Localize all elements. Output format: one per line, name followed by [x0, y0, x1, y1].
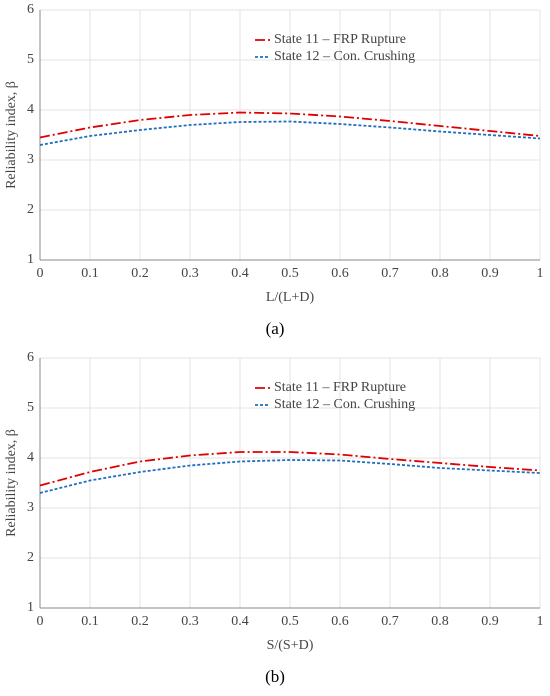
y-tick-label: 2	[27, 550, 34, 565]
legend-label: State 11 – FRP Rupture	[274, 32, 406, 47]
x-tick-label: 0.6	[331, 266, 349, 281]
x-tick-label: 1	[537, 614, 544, 629]
caption: (a)	[266, 319, 285, 338]
y-tick-label: 4	[27, 102, 34, 117]
y-tick-label: 1	[27, 252, 34, 267]
x-tick-label: 0.5	[281, 266, 299, 281]
x-tick-label: 0.2	[131, 266, 149, 281]
y-tick-label: 4	[27, 450, 34, 465]
x-tick-label: 0.7	[381, 266, 399, 281]
x-tick-label: 0.1	[81, 266, 99, 281]
x-tick-label: 0.3	[181, 614, 199, 629]
x-tick-label: 0.3	[181, 266, 199, 281]
x-tick-label: 0.8	[431, 266, 449, 281]
caption: (b)	[265, 667, 285, 686]
y-axis-label: Reliability index, β	[4, 429, 19, 537]
y-tick-label: 5	[27, 400, 34, 415]
y-tick-label: 3	[27, 152, 34, 167]
y-tick-label: 5	[27, 52, 34, 67]
x-tick-label: 0	[37, 266, 44, 281]
x-tick-label: 0.4	[231, 614, 249, 629]
x-tick-label: 0.5	[281, 614, 299, 629]
x-tick-label: 0.2	[131, 614, 149, 629]
x-tick-label: 0.8	[431, 614, 449, 629]
legend-label: State 12 – Con. Crushing	[274, 49, 415, 64]
legend-label: State 11 – FRP Rupture	[274, 380, 406, 395]
y-tick-label: 1	[27, 600, 34, 615]
x-tick-label: 0	[37, 614, 44, 629]
x-tick-label: 1	[537, 266, 544, 281]
x-tick-label: 0.9	[481, 266, 499, 281]
series-line	[39, 459, 541, 494]
x-tick-label: 0.6	[331, 614, 349, 629]
x-axis-label: L/(L+D)	[266, 290, 315, 305]
series-line	[39, 120, 541, 146]
y-axis-label: Reliability index, β	[4, 81, 19, 189]
x-axis-label: S/(S+D)	[267, 638, 314, 653]
series-line	[39, 451, 541, 487]
x-tick-label: 0.1	[81, 614, 99, 629]
y-tick-label: 3	[27, 500, 34, 515]
legend-label: State 12 – Con. Crushing	[274, 397, 415, 412]
series-line	[39, 111, 541, 139]
y-tick-label: 6	[27, 350, 34, 365]
x-tick-label: 0.9	[481, 614, 499, 629]
x-tick-label: 0.7	[381, 614, 399, 629]
y-tick-label: 2	[27, 202, 34, 217]
y-tick-label: 6	[27, 2, 34, 17]
x-tick-label: 0.4	[231, 266, 249, 281]
